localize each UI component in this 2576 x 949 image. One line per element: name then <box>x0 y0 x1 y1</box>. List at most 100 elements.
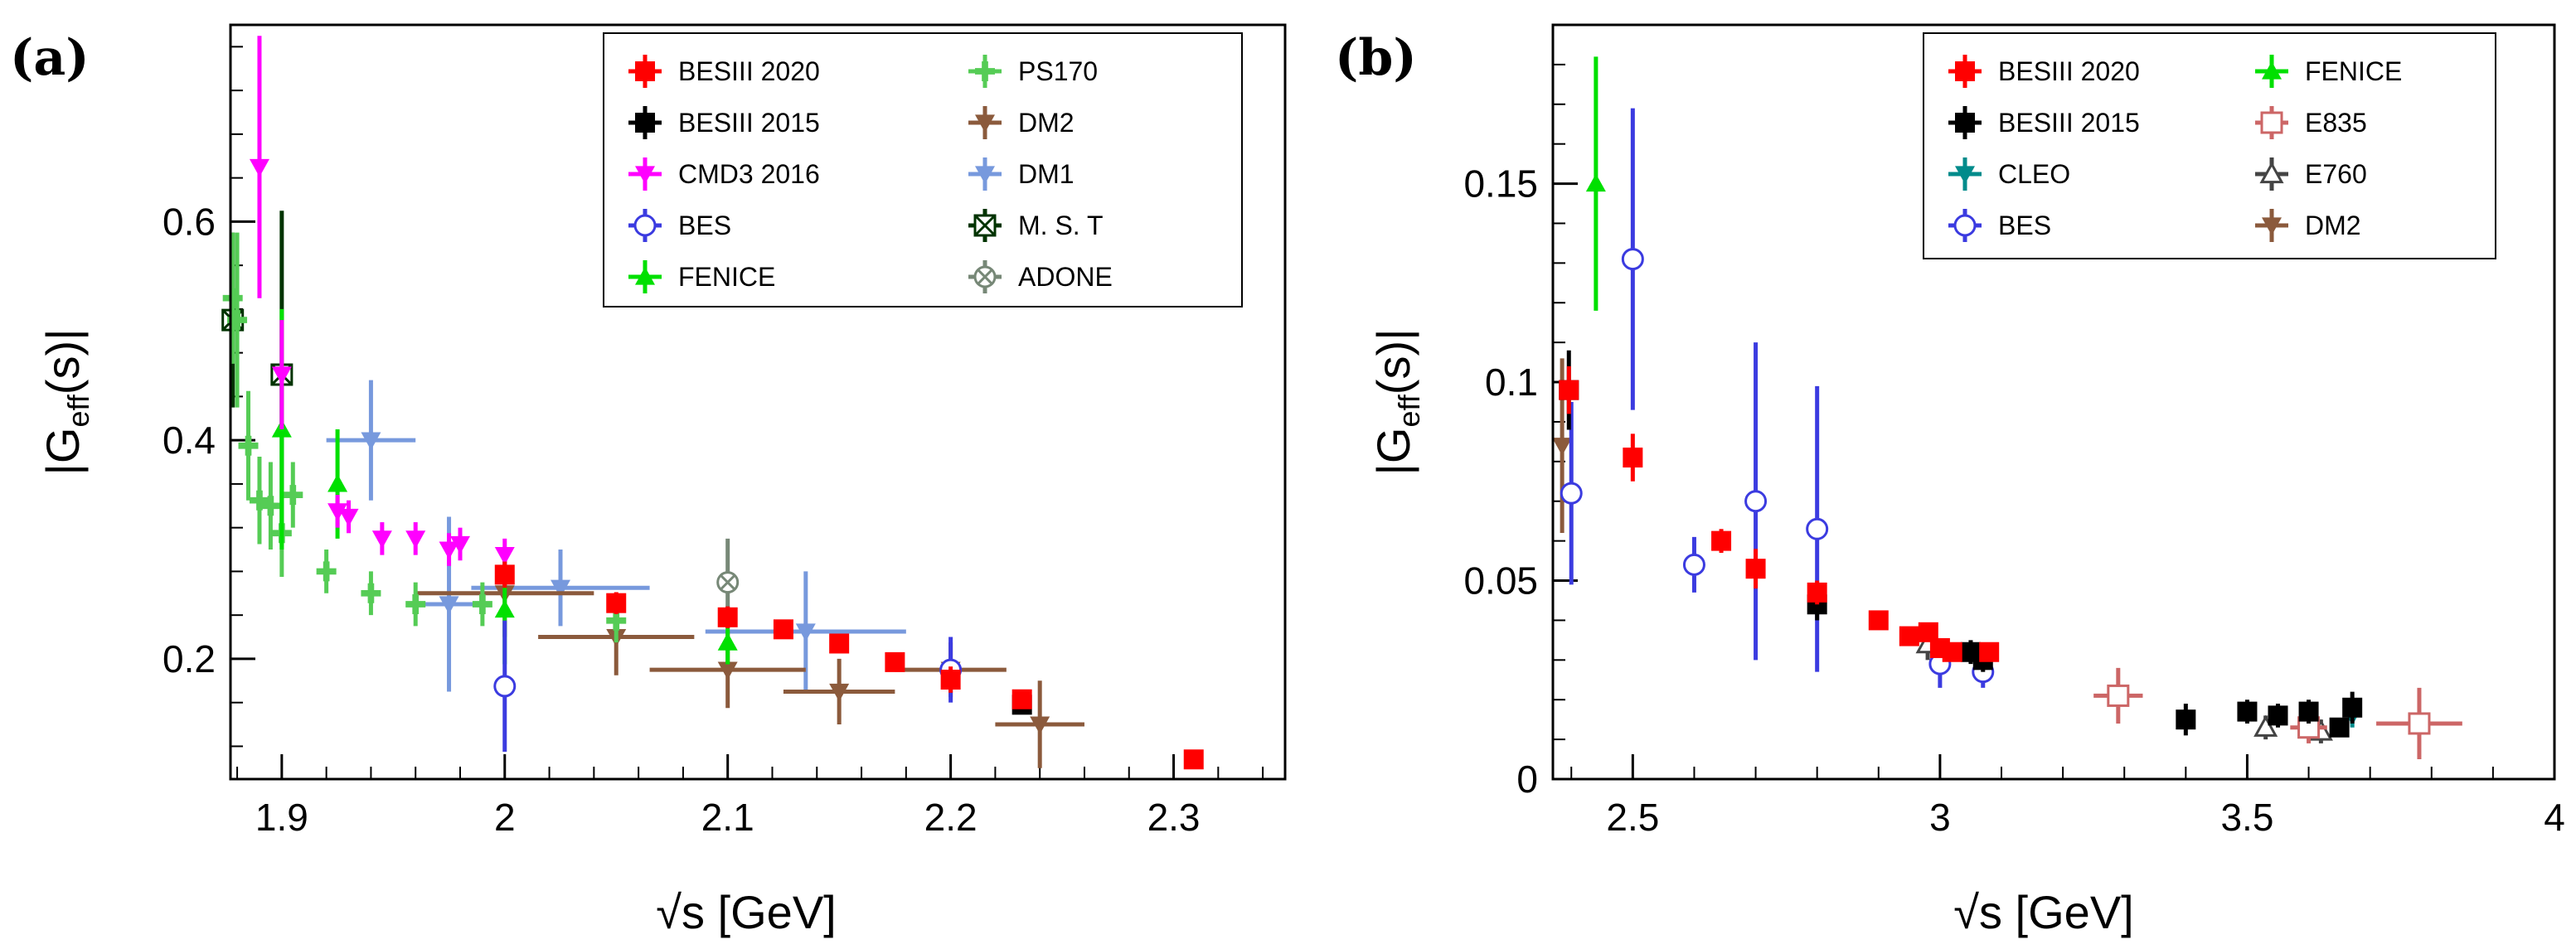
panel-b-legend-item-besiii-2015: BESIII 2015 <box>1948 106 2140 139</box>
panel-b-point-besiii-2020-6 <box>1899 626 1919 646</box>
marker <box>361 583 381 603</box>
panel-a-point-ps170-4 <box>260 462 281 550</box>
panel-b-point-bes-3 <box>1744 342 1768 661</box>
panel-a-point-dm2-5 <box>995 680 1084 768</box>
marker <box>773 619 793 640</box>
panel-b-point-besiii-2020-1 <box>1623 433 1643 482</box>
panel-b-legend-item-dm2: DM2 <box>2255 209 2361 242</box>
legend-label: BESIII 2015 <box>678 108 820 138</box>
panel-a-point-cmd3-2016-2 <box>327 495 348 528</box>
marker <box>338 508 359 527</box>
legend-label: ADONE <box>1018 262 1113 292</box>
panel-a-legend-item-adone: ADONE <box>968 260 1113 293</box>
marker <box>551 579 571 598</box>
panel-a-xtick-label-1: 2 <box>494 796 516 839</box>
panel-a-legend-item-m-s-t: M. S. T <box>968 209 1104 242</box>
marker <box>940 669 961 690</box>
legend-marker <box>2262 61 2282 80</box>
panel-b-xtick-label-2: 3.5 <box>2220 796 2273 839</box>
panel-a-point-bes-0 <box>493 620 517 753</box>
marker <box>2298 701 2319 722</box>
panel-b-legend-item-e835: E835 <box>2255 106 2367 139</box>
marker <box>829 683 850 702</box>
marker <box>2253 714 2278 737</box>
panel-b-xlabel: √s [GeV] <box>1953 886 2133 938</box>
panel-a-point-dm1-0 <box>326 380 416 501</box>
marker <box>227 310 248 331</box>
panel-a-legend-item-ps170: PS170 <box>968 55 1098 88</box>
marker <box>472 593 492 614</box>
panel-b-legend-item-e760: E760 <box>2255 157 2367 191</box>
panel-a-legend-item-fenice: FENICE <box>628 260 775 293</box>
marker <box>1806 517 1829 540</box>
marker <box>1011 689 1032 709</box>
marker <box>449 535 470 554</box>
panel-a-point-ps170-8 <box>361 571 381 616</box>
panel-a-point-besiii-2020-4 <box>829 633 850 654</box>
panel-a-point-ps170-0 <box>222 232 243 364</box>
legend-marker <box>975 166 995 184</box>
panel-a-legend-item-dm2: DM2 <box>968 106 1075 139</box>
panel-a-point-ps170-3 <box>249 456 269 545</box>
marker <box>361 432 381 451</box>
panel-a-xtick-label-4: 2.3 <box>1147 796 1201 839</box>
marker <box>222 288 243 308</box>
marker <box>283 485 303 506</box>
marker <box>1868 610 1889 631</box>
panel-a-ytick-label-2: 0.6 <box>163 200 216 243</box>
panel-b-data <box>1552 56 2462 760</box>
legend-label: DM2 <box>1018 108 1075 138</box>
marker <box>2237 701 2258 722</box>
legend-marker <box>2262 217 2282 235</box>
marker <box>405 593 426 614</box>
panel-b-legend: BESIII 2020 BESIII 2015 CLEO BES FENICE E835 E… <box>1923 32 2496 259</box>
panel-a-legend-item-dm1: DM1 <box>968 157 1075 191</box>
legend-marker <box>1955 113 1975 133</box>
panel-a-point-ps170-10 <box>472 582 492 627</box>
panel-b-ytick-label-1: 0.05 <box>1463 559 1538 603</box>
marker <box>1942 642 1962 662</box>
marker <box>494 564 515 585</box>
panel-a-ytick-label-0: 0.2 <box>163 637 216 680</box>
marker <box>2342 697 2363 718</box>
panel-a-point-cmd3-2016-4 <box>371 522 392 555</box>
marker <box>249 490 269 511</box>
legend-label: CLEO <box>1998 159 2070 189</box>
legend-label: DM1 <box>1018 159 1075 189</box>
panel-b-point-besiii-2020-5 <box>1868 610 1889 631</box>
marker <box>1682 553 1705 576</box>
panel-a-point-ps170-2 <box>238 390 259 501</box>
panel-b-point-besiii-2020-2 <box>1711 529 1732 553</box>
panel-b-point-e760-1 <box>2253 714 2278 740</box>
panel-a-point-cmd3-2016-1 <box>271 320 292 429</box>
panel-b-point-besiii-2020-10 <box>1979 642 2000 662</box>
panel-a-point-besiii-2020-8 <box>1183 749 1204 770</box>
marker <box>493 675 517 698</box>
legend-marker <box>975 61 996 81</box>
panel-b-point-besiii-2015-7 <box>2298 700 2319 724</box>
panel-b-label: (b) <box>1335 29 1417 87</box>
marker <box>1560 482 1583 505</box>
panel-b-point-e835-2 <box>2376 687 2462 760</box>
panel-a-point-ps170-1 <box>227 232 248 408</box>
marker <box>1807 582 1827 603</box>
panel-b-point-bes-4 <box>1806 385 1829 672</box>
panel-a-xtick-label-2: 2.1 <box>701 796 754 839</box>
panel-b-point-bes-0 <box>1560 402 1583 585</box>
marker <box>606 610 627 631</box>
panel-a-point-cmd3-2016-0 <box>249 36 269 298</box>
marker <box>2107 684 2130 707</box>
marker <box>316 561 337 582</box>
marker <box>1623 448 1643 468</box>
panel-a-frame <box>229 23 1287 781</box>
marker <box>2408 712 2431 735</box>
marker <box>1621 248 1644 271</box>
legend-label: E760 <box>2305 159 2367 189</box>
panel-b-point-besiii-2015-8 <box>2329 717 2350 738</box>
legend-marker <box>635 267 655 285</box>
panel-a-point-besiii-2020-6 <box>940 666 961 693</box>
panel-b-ytick-label-3: 0.15 <box>1463 162 1538 206</box>
panel-a-point-dm2-3 <box>783 658 895 725</box>
legend-marker <box>2259 161 2284 184</box>
panel-a-legend-box <box>603 32 1243 307</box>
